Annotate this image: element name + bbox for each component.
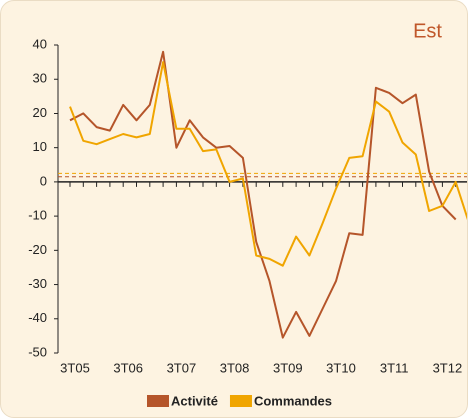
legend-label: Activité — [171, 393, 218, 408]
legend-swatch — [229, 395, 252, 407]
legend-swatch — [147, 395, 169, 407]
x-tick-label: 3T10 — [326, 360, 356, 375]
x-tick-label: 3T05 — [60, 360, 90, 375]
y-tick-label: -10 — [28, 208, 47, 223]
y-tick-label: -30 — [28, 276, 47, 291]
y-tick-label: 20 — [33, 105, 47, 120]
chart-title: Est — [413, 20, 442, 42]
y-tick-label: -40 — [28, 310, 47, 325]
legend-label: Commandes — [254, 393, 332, 408]
y-tick-label: -50 — [28, 344, 47, 359]
x-tick-label: 3T11 — [380, 360, 409, 375]
y-tick-label: 30 — [33, 71, 47, 86]
y-tick-label: 10 — [33, 139, 47, 154]
series-line — [69, 50, 457, 339]
y-tick-label: 0 — [40, 173, 47, 188]
x-tick-label: 3T06 — [113, 360, 143, 375]
y-tick-label: 40 — [33, 36, 47, 51]
x-tick-label: 3T07 — [167, 360, 197, 375]
x-tick-label: 3T08 — [220, 360, 250, 375]
series-line — [69, 61, 467, 267]
y-tick-label: -20 — [28, 242, 47, 257]
x-tick-label: 3T09 — [273, 360, 303, 375]
x-tick-label: 3T12 — [433, 360, 463, 375]
